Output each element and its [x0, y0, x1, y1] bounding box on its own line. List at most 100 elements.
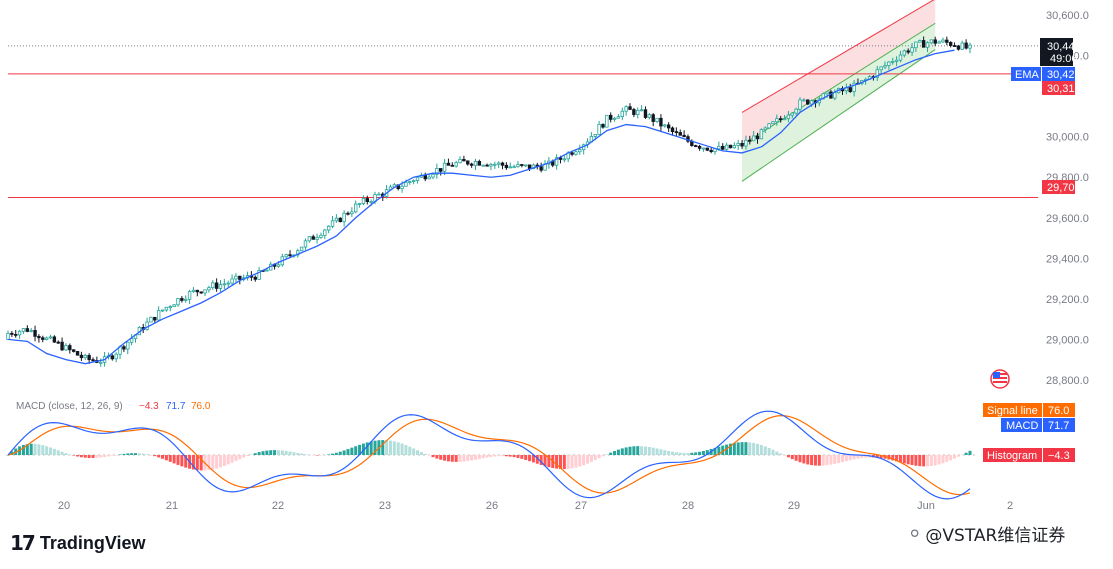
candle-body — [303, 240, 308, 248]
macd-histogram-bar — [435, 455, 439, 459]
macd-histogram-bar — [388, 440, 392, 455]
macd-histogram-bar — [744, 442, 748, 455]
candle-body — [288, 254, 292, 257]
channel-middle-line — [741, 22, 936, 146]
time-axis-tick: 27 — [575, 500, 587, 512]
macd-histogram-bar — [91, 455, 95, 459]
candle-body — [883, 65, 887, 68]
macd-histogram-bar — [759, 445, 763, 455]
candle-body — [68, 345, 72, 351]
macd-histogram-bar — [632, 446, 636, 455]
candle-body — [230, 278, 234, 284]
candle-body — [663, 124, 667, 127]
level-tag-lower-bg — [1042, 180, 1075, 194]
macd-histogram-bar — [732, 442, 736, 455]
candle-body — [678, 132, 682, 136]
candle-body — [41, 337, 45, 340]
candle-body — [87, 355, 91, 361]
candle-body — [226, 282, 230, 285]
candle-body — [6, 332, 10, 340]
macd-histogram-bar — [516, 455, 520, 458]
macd-histogram-bar — [775, 451, 779, 455]
macd-histogram-bar — [543, 455, 547, 467]
time-axis-tick: 28 — [682, 500, 694, 512]
candle-body — [423, 174, 427, 180]
macd-histogram-bar — [748, 442, 752, 455]
candle-body — [693, 145, 698, 147]
candle-body — [512, 166, 516, 169]
candle-body — [848, 87, 852, 92]
time-axis-tick: Jun — [917, 500, 935, 512]
candle-body — [172, 304, 176, 308]
candle-body — [759, 129, 764, 140]
price-pane[interactable] — [6, 0, 1038, 367]
candle-body — [520, 164, 524, 166]
price-axis-tick: 29,200.0 — [1046, 294, 1089, 306]
macd-histogram-bar — [956, 455, 960, 457]
candle-body — [655, 117, 659, 122]
candle-body — [37, 335, 41, 339]
macd-histogram-bar — [512, 455, 516, 458]
signal-line-tag-name-bg — [983, 403, 1042, 417]
candle-body — [914, 41, 918, 49]
candle-body — [937, 41, 941, 44]
candle-body — [902, 50, 907, 56]
time-axis[interactable]: 20 21 22 23 26 27 28 29 Jun 2 — [58, 500, 1013, 512]
macd-histogram-bar — [562, 455, 566, 470]
macd-histogram-bar — [964, 452, 968, 455]
macd-histogram-bar — [350, 447, 354, 455]
macd-histogram-bar — [949, 455, 953, 461]
macd-histogram-bar — [531, 455, 535, 463]
candle-body — [751, 135, 756, 142]
candle-body — [114, 353, 118, 360]
candle-body — [149, 316, 153, 323]
macd-histogram-bar — [79, 455, 83, 458]
tradingview-logo[interactable]: 17 TradingView — [10, 531, 146, 555]
candle-body — [296, 250, 300, 256]
macd-histogram-bar — [941, 455, 945, 464]
macd-histogram-bar — [226, 455, 230, 465]
candle-body — [357, 203, 362, 205]
candle-body — [71, 349, 76, 352]
candle-body — [593, 134, 597, 137]
candle-body — [29, 330, 33, 332]
macd-histogram-bar — [926, 455, 930, 467]
candle-body — [732, 145, 737, 149]
macd-histogram-bar — [806, 455, 810, 465]
candle-body — [952, 45, 957, 47]
ema-name: EMA — [1015, 69, 1040, 81]
candle-body — [79, 354, 84, 359]
macd-histogram-bar — [199, 455, 203, 471]
macd-histogram-bar — [671, 451, 675, 455]
candle-body — [25, 328, 30, 332]
candle-body — [767, 123, 771, 129]
macd-histogram-bar — [802, 455, 806, 464]
macd-histogram-bar — [690, 452, 694, 455]
price-axis[interactable]: 30,600.030,400.030,000.029,800.029,600.0… — [1046, 10, 1089, 387]
macd-histogram-bar — [265, 450, 269, 455]
us-flag-icon[interactable] — [990, 369, 1010, 389]
macd-histogram-bar — [346, 449, 350, 455]
macd-pane[interactable] — [6, 410, 976, 500]
candle-body — [75, 351, 80, 356]
level-tag-lower-value: 29,700.0 — [1047, 182, 1090, 194]
macd-histogram-bar — [361, 443, 365, 455]
macd-histogram-bar — [172, 455, 176, 464]
time-axis-tick: 20 — [58, 500, 70, 512]
macd-histogram-bar — [261, 451, 265, 455]
ema-name-tag-bg — [1011, 67, 1041, 81]
candle-body — [99, 361, 103, 364]
macd-histogram-bar — [902, 455, 906, 464]
channel-upper-line — [741, 0, 935, 113]
signal-line — [7, 415, 971, 496]
candle-body — [748, 139, 752, 142]
candle-body — [458, 158, 462, 164]
candle-body — [616, 116, 621, 119]
macd-histogram-bar — [616, 449, 620, 455]
macd-histogram-bar — [126, 453, 130, 455]
candle-body — [628, 106, 632, 110]
macd-histogram-bar — [833, 455, 837, 464]
macd-histogram-bar — [303, 454, 307, 455]
candle-body — [578, 149, 582, 153]
